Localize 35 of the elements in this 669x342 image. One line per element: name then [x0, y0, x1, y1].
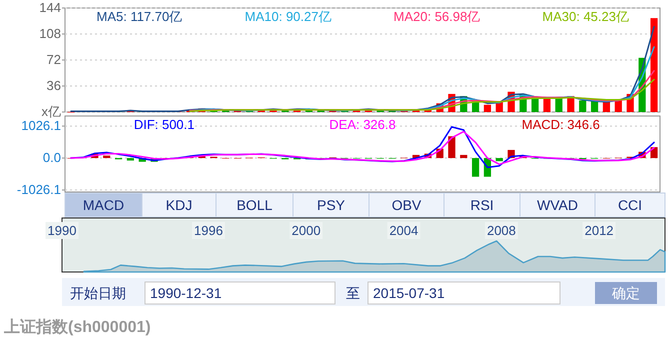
- text: DEA: 326.8: [329, 117, 396, 132]
- text: MA5: 117.70亿: [96, 9, 182, 24]
- y-tick-label: -1026.1: [16, 182, 61, 198]
- text: MA30: 45.23亿: [542, 9, 629, 24]
- text: 至: [346, 285, 360, 301]
- x-tick-label: 1996: [194, 223, 223, 238]
- text: MA10: 90.27亿: [244, 9, 332, 24]
- x-tick-label: 2012: [584, 223, 614, 238]
- text: BOLL: [236, 197, 273, 213]
- text: OBV: [392, 197, 422, 213]
- text: WVAD: [537, 197, 578, 213]
- y-tick-label: 0.0: [42, 150, 61, 166]
- text: CCI: [618, 197, 642, 213]
- text: 2015-07-31: [373, 285, 445, 301]
- text: 1990-12-31: [150, 285, 222, 301]
- text: 确定: [611, 285, 640, 301]
- y-tick-label: 144: [39, 0, 61, 15]
- y-tick-label: 72: [46, 52, 61, 67]
- text: 开始日期: [70, 285, 126, 301]
- text: MA20: 56.98亿: [394, 9, 480, 24]
- x-tick-label: 2000: [292, 223, 321, 238]
- text: RSI: [470, 197, 494, 213]
- x-tick-label: 1990: [48, 223, 76, 238]
- y-tick-label: x亿: [42, 104, 61, 119]
- y-tick-label: 1026.1: [21, 118, 61, 134]
- series-label: MACD: 346.6: [522, 117, 600, 132]
- x-tick-label: 2004: [389, 223, 418, 238]
- text: 上证指数(sh000001): [3, 318, 151, 336]
- x-tick-label: 2008: [486, 223, 516, 238]
- text: MACD: [82, 197, 124, 213]
- text: PSY: [316, 197, 346, 213]
- y-tick-label: 108: [39, 26, 61, 41]
- text: KDJ: [166, 197, 192, 213]
- series-label: DIF: 500.1: [134, 117, 195, 132]
- y-tick-label: 36: [46, 78, 61, 93]
